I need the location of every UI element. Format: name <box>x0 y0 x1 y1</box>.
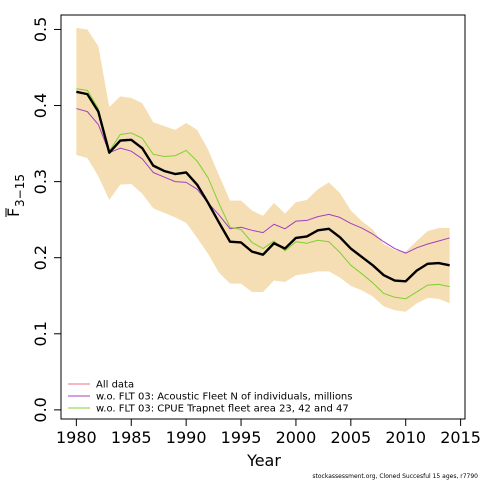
legend-entry: All data <box>68 380 134 391</box>
x-axis: 1980 1985 1990 1995 2000 2005 2010 2015 <box>56 418 480 447</box>
y-tick-label: 0.3 <box>31 169 50 194</box>
x-tick-label: 2015 <box>440 428 480 447</box>
y-tick-label: 0.2 <box>31 245 50 270</box>
confidence-band-layer <box>76 27 450 312</box>
x-tick-label: 1990 <box>166 428 207 447</box>
series-lines-layer <box>76 88 450 300</box>
x-tick-label: 1980 <box>56 428 97 447</box>
x-tick-label: 2005 <box>330 428 371 447</box>
y-tick-label: 0.5 <box>31 17 50 42</box>
legend-label: All data <box>96 380 134 391</box>
legend-entry: w.o. FLT 03: CPUE Trapnet fleet area 23,… <box>68 404 349 415</box>
legend-label: w.o. FLT 03: CPUE Trapnet fleet area 23,… <box>96 404 349 415</box>
x-axis-title: Year <box>246 451 281 470</box>
x-tick-label: 2000 <box>276 428 317 447</box>
y-tick-label: 0.0 <box>31 397 50 422</box>
footer-credit: stockassessment.org, Cloned Succesful 15… <box>312 473 478 480</box>
legend-entry: w.o. FLT 03: Acoustic Fleet N of individ… <box>68 392 352 403</box>
legend-label: w.o. FLT 03: Acoustic Fleet N of individ… <box>96 392 352 403</box>
y-axis-title-subscript: 3−15 <box>13 174 27 207</box>
series-line-without-acoustic-fleet <box>76 108 450 254</box>
x-tick-label: 1985 <box>111 428 152 447</box>
y-tick-label: 0.4 <box>31 93 50 118</box>
y-axis: 0.0 0.1 0.2 0.3 0.4 0.5 <box>31 17 62 423</box>
x-tick-label: 2010 <box>385 428 426 447</box>
x-tick-label: 1995 <box>221 428 262 447</box>
series-line-without-trapnet-cpue <box>76 88 450 300</box>
series-line-all-data <box>76 90 450 283</box>
confidence-band <box>76 27 450 312</box>
y-axis-title-main: F <box>4 208 23 217</box>
y-tick-label: 0.1 <box>31 321 50 346</box>
y-axis-title: F 3−15 <box>4 174 27 217</box>
